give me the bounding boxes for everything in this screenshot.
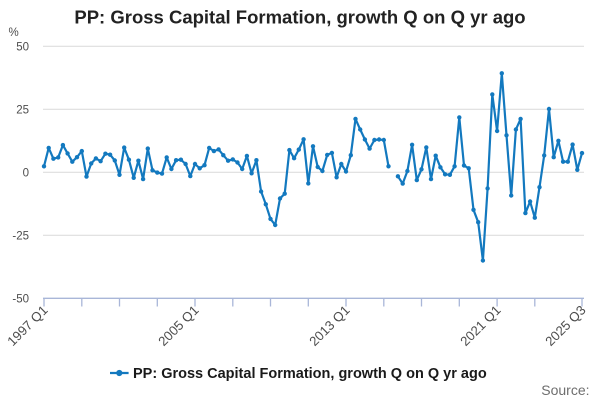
svg-text:Source:: Source:: [541, 382, 589, 398]
svg-text:0: 0: [23, 167, 29, 179]
svg-text:25: 25: [16, 104, 29, 116]
svg-text:-25: -25: [12, 230, 29, 242]
svg-text:%: %: [9, 27, 19, 39]
svg-text:50: 50: [16, 41, 29, 53]
svg-text:PP: Gross Capital Formation, g: PP: Gross Capital Formation, growth Q on…: [74, 7, 525, 28]
svg-text:-50: -50: [12, 293, 29, 305]
svg-text:PP: Gross Capital Formation, g: PP: Gross Capital Formation, growth Q on…: [133, 366, 487, 382]
